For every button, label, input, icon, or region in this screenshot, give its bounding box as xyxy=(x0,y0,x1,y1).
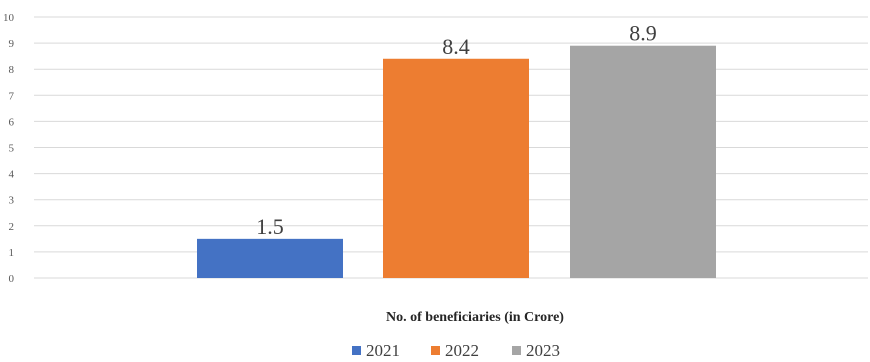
legend-label-2021: 2021 xyxy=(366,341,400,360)
legend: 2021 2022 2023 xyxy=(352,341,560,360)
legend-swatch-2021 xyxy=(352,346,361,355)
x-axis-label: No. of beneficiaries (in Crore) xyxy=(386,310,564,325)
legend-swatch-2023 xyxy=(512,346,521,355)
bar-2022 xyxy=(383,58,529,279)
y-axis-tick-labels: 0 1 2 3 4 5 6 7 8 9 10 xyxy=(3,12,15,285)
legend-label-2022: 2022 xyxy=(445,341,479,360)
y-tick-label: 4 xyxy=(9,169,15,181)
y-tick-label: 5 xyxy=(9,143,15,155)
y-tick-label: 6 xyxy=(9,116,15,128)
y-tick-label: 3 xyxy=(9,195,15,207)
data-label-2022: 8.4 xyxy=(442,34,470,59)
y-tick-label: 7 xyxy=(9,90,15,102)
legend-label-2023: 2023 xyxy=(526,341,560,360)
y-tick-label: 1 xyxy=(9,247,15,259)
y-tick-label: 9 xyxy=(9,38,15,50)
y-tick-label: 0 xyxy=(9,273,15,285)
bars xyxy=(197,45,716,279)
y-tick-label: 10 xyxy=(3,12,15,24)
bar-2021 xyxy=(197,238,343,278)
data-label-2021: 1.5 xyxy=(256,214,284,239)
bar-2023 xyxy=(570,45,716,279)
y-tick-label: 2 xyxy=(9,221,15,233)
data-label-2023: 8.9 xyxy=(629,21,657,46)
y-tick-label: 8 xyxy=(9,64,15,76)
data-labels: 1.5 8.4 8.9 xyxy=(256,21,657,239)
legend-swatch-2022 xyxy=(431,346,440,355)
